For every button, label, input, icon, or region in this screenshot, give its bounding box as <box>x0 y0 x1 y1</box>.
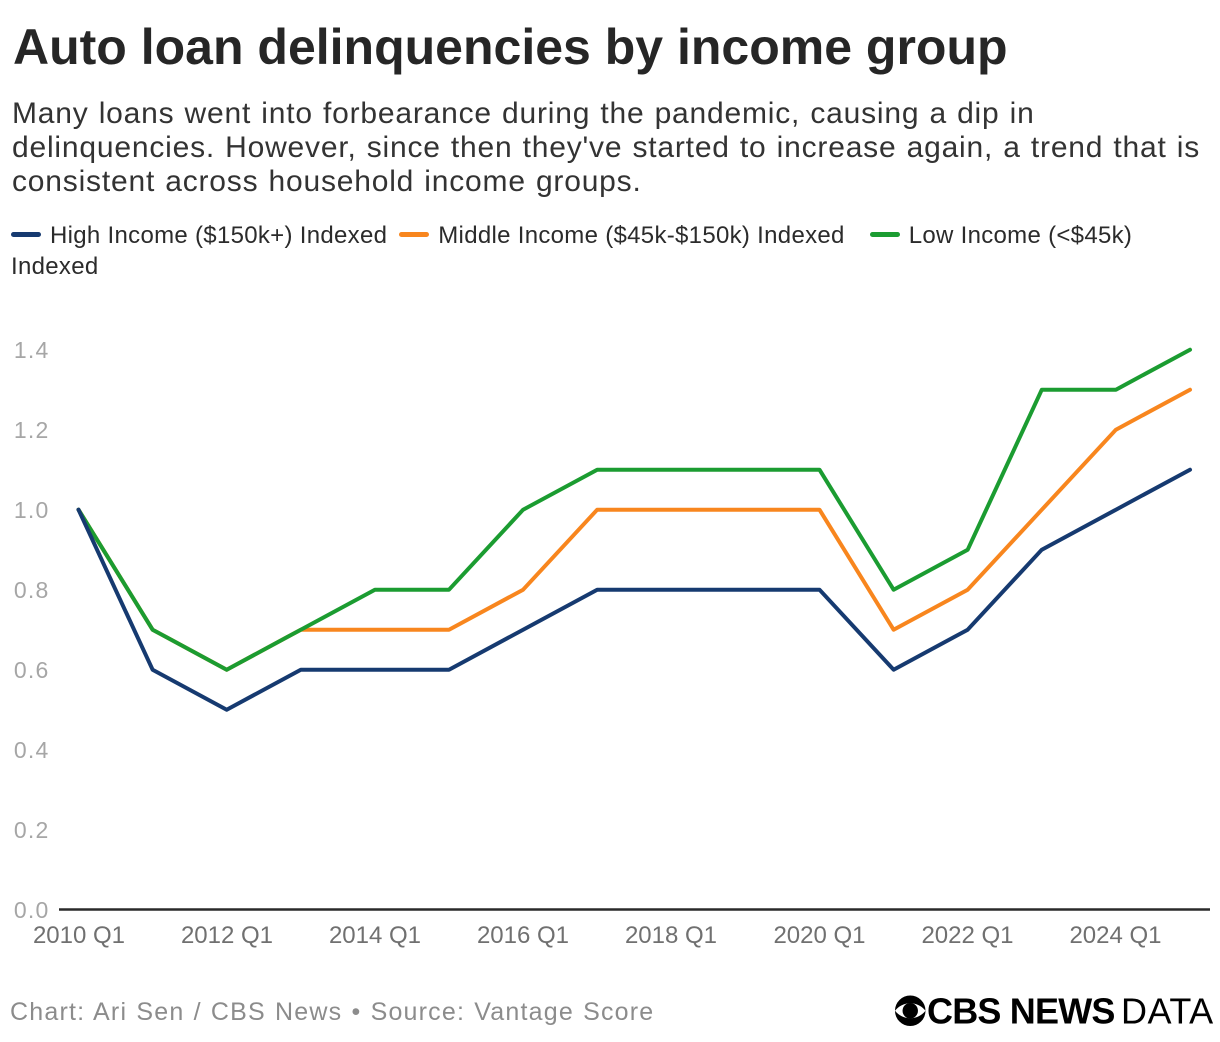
svg-text:2012 Q1: 2012 Q1 <box>181 922 273 949</box>
svg-text:0.0: 0.0 <box>14 897 50 923</box>
svg-text:2020 Q1: 2020 Q1 <box>773 922 865 949</box>
svg-text:1.4: 1.4 <box>14 337 50 363</box>
svg-text:2016 Q1: 2016 Q1 <box>477 922 569 949</box>
svg-text:1.0: 1.0 <box>14 497 50 523</box>
svg-text:2014 Q1: 2014 Q1 <box>329 922 421 949</box>
svg-text:2010 Q1: 2010 Q1 <box>33 922 125 949</box>
svg-text:DATA: DATA <box>1121 991 1214 1032</box>
svg-text:0.4: 0.4 <box>14 737 50 763</box>
svg-text:0.8: 0.8 <box>14 577 50 603</box>
svg-text:0.2: 0.2 <box>14 817 50 843</box>
svg-text:2024 Q1: 2024 Q1 <box>1069 922 1161 949</box>
svg-text:CBS NEWS: CBS NEWS <box>927 991 1115 1032</box>
svg-text:1.2: 1.2 <box>14 417 50 443</box>
svg-text:2022 Q1: 2022 Q1 <box>921 922 1013 949</box>
svg-text:0.6: 0.6 <box>14 657 50 683</box>
svg-text:2018 Q1: 2018 Q1 <box>625 922 717 949</box>
